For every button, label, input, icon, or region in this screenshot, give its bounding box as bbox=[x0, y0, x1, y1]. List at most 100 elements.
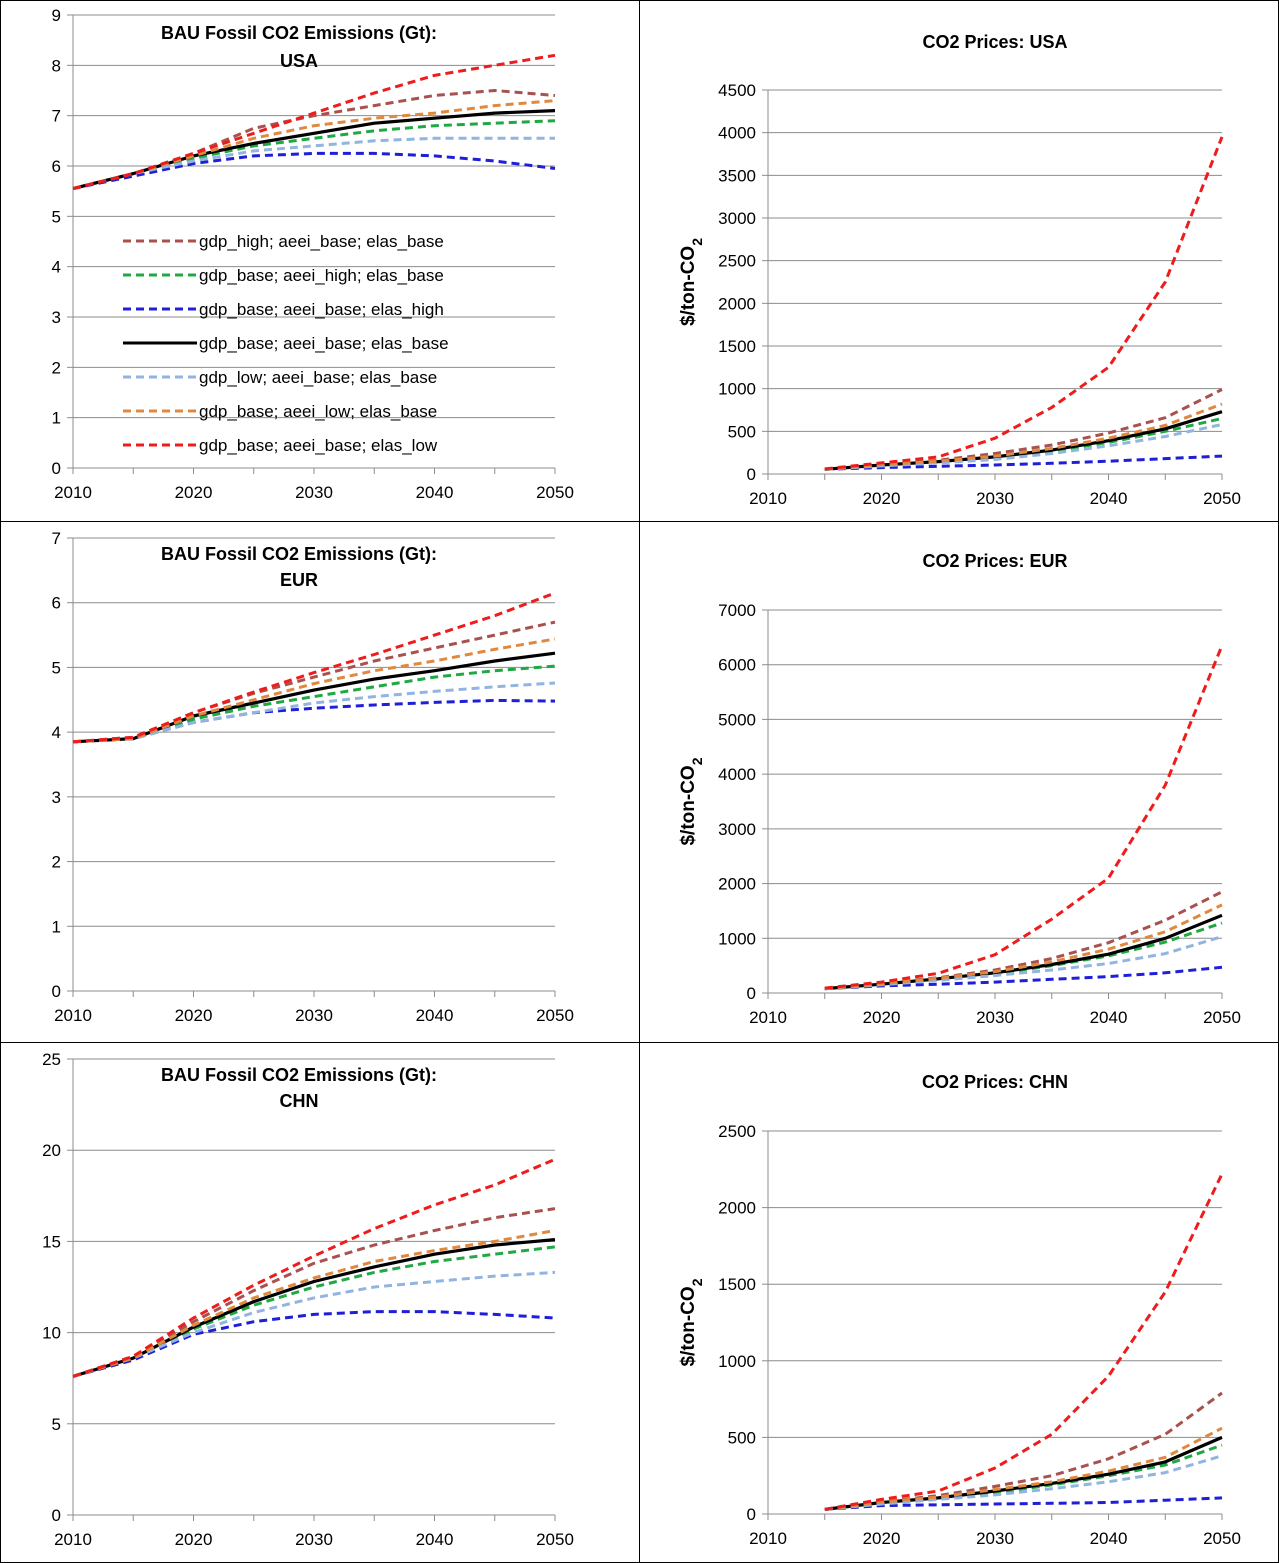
y-tick-label: 3000 bbox=[718, 209, 756, 228]
y-tick-label: 1 bbox=[52, 409, 61, 428]
chart-svg-em-usa: 0 1 2 3 4 5 6 7 8 9 2010 2020 2030 2040 2050 BAU Fossil… bbox=[52, 6, 574, 502]
series-line-aeei_high bbox=[72, 1245, 556, 1378]
x-tick-label: 2040 bbox=[416, 483, 454, 502]
panel-prices-chn: 0 500 1000 1500 2000 2500 2010 2020 2030 2040 2050… bbox=[639, 1042, 1279, 1563]
series-line-elas_low bbox=[824, 1173, 1224, 1511]
series-line-gdp_low bbox=[72, 1270, 556, 1378]
series-line-base bbox=[824, 913, 1223, 991]
x-tick-label: 2050 bbox=[536, 483, 574, 502]
y-axis-label: $/ton-CO2 bbox=[678, 238, 705, 326]
chart-title: CO2 Prices: EUR bbox=[922, 551, 1067, 571]
series-line-elas_high bbox=[824, 454, 1223, 471]
y-tick-label: 2000 bbox=[718, 1199, 756, 1218]
series-line-base bbox=[72, 1238, 556, 1378]
x-tick-label: 2010 bbox=[54, 1530, 92, 1549]
series-line-gdp_high bbox=[72, 89, 556, 191]
series-line-gdp_high bbox=[72, 1207, 556, 1378]
y-tick-label: 6 bbox=[52, 594, 61, 613]
y-tick-label: 3500 bbox=[718, 166, 756, 185]
y-tick-label: 2500 bbox=[718, 1122, 756, 1141]
chart-title: BAU Fossil CO2 Emissions (Gt): bbox=[161, 1065, 437, 1085]
chart-title: CO2 Prices: CHN bbox=[922, 1072, 1068, 1092]
series-line-aeei_low bbox=[824, 903, 1223, 991]
legend-label: gdp_base; aeei_base; elas_low bbox=[199, 436, 438, 455]
series-line-elas_low bbox=[72, 1157, 556, 1378]
legend-label: gdp_base; aeei_base; elas_base bbox=[199, 334, 449, 353]
y-tick-label: 0 bbox=[52, 982, 61, 1001]
y-tick-label: 2000 bbox=[718, 294, 756, 313]
chart-title: CO2 Prices: USA bbox=[922, 32, 1067, 52]
x-tick-label: 2050 bbox=[536, 1530, 574, 1549]
y-tick-label: 25 bbox=[42, 1050, 61, 1069]
y-tick-label: 1000 bbox=[718, 929, 756, 948]
y-tick-label: 5 bbox=[52, 1415, 61, 1434]
chart-title: USA bbox=[280, 51, 318, 71]
y-tick-label: 0 bbox=[52, 1506, 61, 1525]
y-tick-label: 10 bbox=[42, 1324, 61, 1343]
y-tick-label: 500 bbox=[728, 1428, 756, 1447]
x-tick-label: 2040 bbox=[1090, 1529, 1128, 1548]
x-tick-label: 2030 bbox=[295, 1530, 333, 1549]
series-line-elas_low bbox=[824, 645, 1224, 990]
y-tick-label: 0 bbox=[52, 459, 61, 478]
x-tick-label: 2020 bbox=[863, 1529, 901, 1548]
y-tick-label: 1000 bbox=[718, 380, 756, 399]
series-line-gdp_low bbox=[72, 136, 555, 191]
y-tick-label: 8 bbox=[52, 56, 61, 75]
x-tick-label: 2030 bbox=[976, 489, 1014, 508]
series-line-base bbox=[824, 410, 1223, 471]
series-line-base bbox=[72, 109, 556, 191]
chart-title: CHN bbox=[280, 1091, 319, 1111]
y-tick-label: 1500 bbox=[718, 337, 756, 356]
y-tick-label: 2 bbox=[52, 358, 61, 377]
y-tick-label: 3 bbox=[52, 788, 61, 807]
x-tick-label: 2010 bbox=[749, 1529, 787, 1548]
panel-prices-eur: 0 1000 2000 3000 4000 5000 6000 7000 2010 2020 203… bbox=[639, 521, 1279, 1043]
chart-title: EUR bbox=[280, 570, 318, 590]
chart-title: BAU Fossil CO2 Emissions (Gt): bbox=[161, 544, 437, 564]
series-line-aeei_low bbox=[72, 637, 556, 744]
x-tick-label: 2040 bbox=[1090, 1008, 1128, 1027]
x-tick-label: 2030 bbox=[295, 483, 333, 502]
series-line-elas_high bbox=[72, 1310, 556, 1378]
y-tick-label: 4500 bbox=[718, 81, 756, 100]
y-tick-label: 5 bbox=[52, 658, 61, 677]
y-tick-label: 4 bbox=[52, 258, 61, 277]
y-tick-label: 3000 bbox=[718, 820, 756, 839]
x-tick-label: 2030 bbox=[976, 1529, 1014, 1548]
x-tick-label: 2050 bbox=[1203, 1008, 1241, 1027]
series-line-elas_low bbox=[824, 136, 1224, 471]
y-tick-label: 4000 bbox=[718, 124, 756, 143]
y-tick-label: 0 bbox=[747, 1505, 756, 1524]
series-line-aeei_low bbox=[824, 402, 1223, 471]
y-axis-label: $/ton-CO2 bbox=[678, 757, 705, 845]
series-line-base bbox=[72, 651, 556, 744]
x-tick-label: 2020 bbox=[863, 1008, 901, 1027]
y-tick-label: 0 bbox=[747, 465, 756, 484]
chart-svg-em-eur: 0 1 2 3 4 5 6 7 2010 2020 2030 2040 2050 BAU Fossil C… bbox=[52, 529, 574, 1025]
panel-emissions-eur: 0 1 2 3 4 5 6 7 2010 2020 2030 2040 2050 BAU Fossil C… bbox=[0, 521, 640, 1043]
series-line-aeei_low bbox=[72, 1229, 556, 1378]
x-tick-label: 2030 bbox=[295, 1006, 333, 1025]
y-tick-label: 4 bbox=[52, 723, 61, 742]
x-tick-label: 2010 bbox=[749, 1008, 787, 1027]
x-tick-label: 2040 bbox=[416, 1530, 454, 1549]
legend-label: gdp_base; aeei_high; elas_base bbox=[199, 266, 444, 285]
series-line-elas_high bbox=[824, 1496, 1223, 1511]
legend-label: gdp_high; aeei_base; elas_base bbox=[199, 232, 444, 251]
series-line-gdp_low bbox=[824, 1454, 1223, 1511]
panel-emissions-chn: 0 5 10 15 20 25 2010 2020 2030 2040 2050 BAU Fossil… bbox=[0, 1042, 640, 1563]
y-tick-label: 3 bbox=[52, 308, 61, 327]
x-tick-label: 2040 bbox=[416, 1006, 454, 1025]
y-tick-label: 7 bbox=[52, 107, 61, 126]
series-line-gdp_high bbox=[72, 620, 556, 744]
x-tick-label: 2010 bbox=[54, 1006, 92, 1025]
y-tick-label: 0 bbox=[747, 984, 756, 1003]
x-tick-label: 2010 bbox=[54, 483, 92, 502]
y-tick-label: 7 bbox=[52, 529, 61, 548]
legend-label: gdp_base; aeei_base; elas_high bbox=[199, 300, 444, 319]
y-tick-label: 20 bbox=[42, 1141, 61, 1160]
series-line-aeei_high bbox=[824, 1443, 1223, 1511]
y-tick-label: 2500 bbox=[718, 252, 756, 271]
